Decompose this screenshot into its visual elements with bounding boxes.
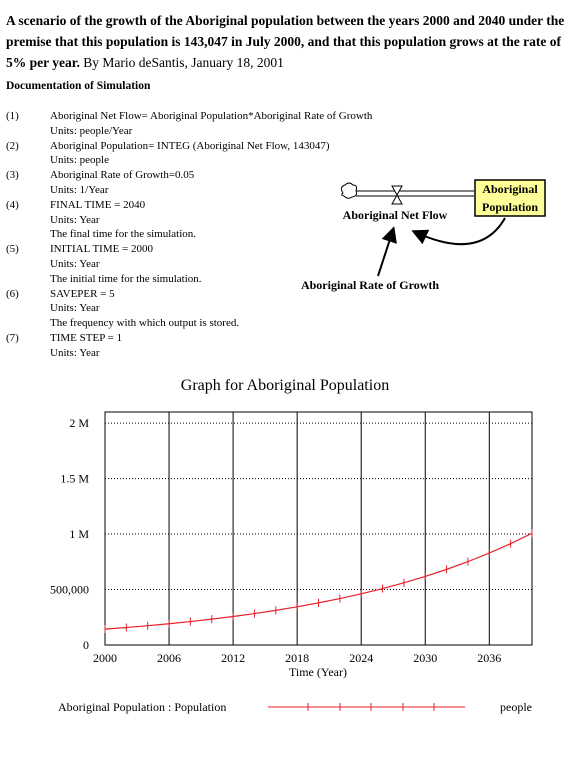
item-line: Aboriginal Rate of Growth=0.05 (50, 169, 195, 182)
item-line: Units: Year (50, 302, 100, 315)
chart: Graph for Aboriginal Population Time (Ye… (50, 377, 533, 714)
item-line: Units: 1/Year (50, 184, 109, 196)
header: A scenario of the growth of the Aborigin… (6, 10, 566, 73)
item-number: (1) (6, 110, 19, 122)
rate-label: Aboriginal Rate of Growth (301, 278, 439, 292)
item-line: Units: Year (50, 258, 100, 270)
item-number: (6) (6, 287, 19, 300)
item-line: The initial time for the simulation. (50, 272, 202, 285)
y-tick-label: 2 M (69, 416, 89, 430)
item-line: SAVEPER = 5 (50, 287, 115, 300)
x-tick-label: 2006 (157, 651, 181, 665)
item-line: FINAL TIME = 2040 (50, 198, 146, 211)
cloud (340, 182, 358, 199)
doc-items: (1) Aboriginal Net Flow= Aboriginal Popul… (0, 0, 576, 370)
x-tick-label: 2030 (413, 651, 437, 665)
rate-arrow (377, 226, 397, 277)
item-number: (3) (6, 169, 19, 182)
item-line: TIME STEP = 1 (50, 332, 123, 344)
x-tick-label: 2012 (221, 651, 245, 665)
item-line: Aboriginal Net Flow= Aboriginal Populati… (50, 110, 373, 122)
diagram: Aboriginal Population Aboriginal Net Flo… (301, 179, 546, 292)
item-line: Units: Year (50, 213, 100, 226)
doc-title: Documentation of Simulation (6, 80, 151, 92)
x-tick-label: 2024 (349, 651, 373, 665)
x-tick-label: 2036 (477, 651, 501, 665)
item-line: Units: Year (50, 346, 100, 359)
stock-label: Aboriginal (482, 182, 538, 196)
item-line: Aboriginal Population= INTEG (Aboriginal… (50, 139, 330, 152)
x-tick-label: 2000 (93, 651, 117, 665)
item-line: INITIAL TIME = 2000 (50, 243, 154, 256)
stock-box (474, 179, 546, 217)
y-tick-label: 500,000 (50, 583, 89, 597)
header-title: A scenario of the growth of the Aborigin… (6, 13, 565, 70)
item-line: Units: people/Year (50, 124, 133, 137)
legend-units: people (500, 700, 532, 714)
legend-label: Aboriginal Population : Population (58, 700, 226, 714)
stock-label: Population (482, 200, 538, 214)
item-line: Units: people (50, 154, 109, 167)
feedback-arrow (411, 217, 506, 246)
valve (391, 185, 403, 205)
chart-title: Graph for Aboriginal Population (181, 377, 389, 394)
x-axis-label: Time (Year) (289, 665, 347, 679)
x-tick-label: 2018 (285, 651, 309, 665)
y-tick-label: 1 M (69, 527, 89, 541)
y-tick-label: 0 (83, 638, 89, 652)
item-line: The frequency with which output is store… (50, 317, 240, 330)
byline: By Mario deSantis, January 18, 2001 (83, 55, 284, 70)
y-tick-label: 1.5 M (60, 472, 89, 486)
item-line: The final time for the simulation. (50, 228, 197, 241)
item-number: (5) (6, 243, 19, 256)
item-number: (7) (6, 332, 19, 344)
item-number: (4) (6, 198, 19, 211)
item-number: (2) (6, 139, 19, 152)
flow-label: Aboriginal Net Flow (343, 208, 448, 222)
